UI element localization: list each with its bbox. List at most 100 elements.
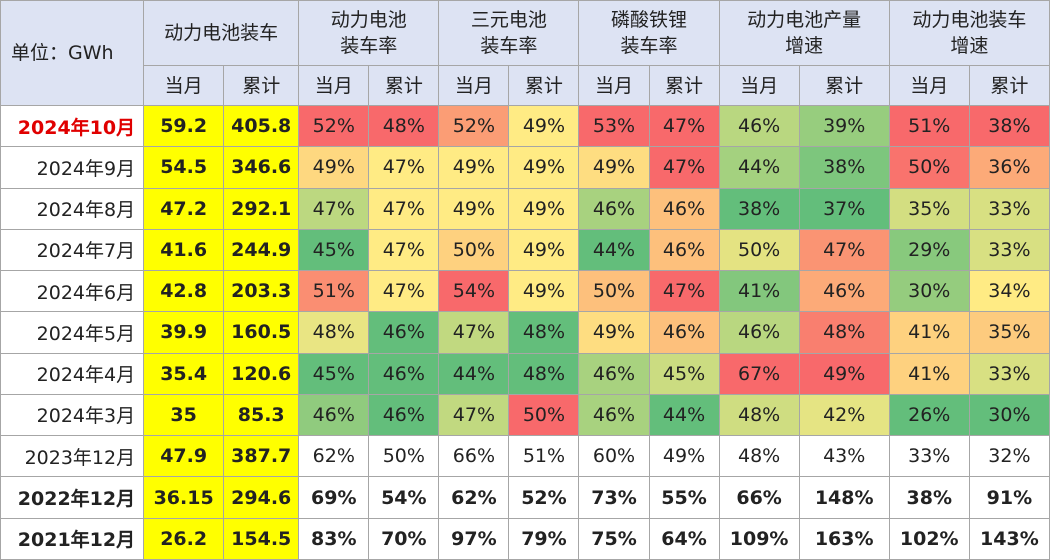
cell: 91% xyxy=(968,476,1050,519)
cell: 30% xyxy=(968,393,1050,437)
cell: 37% xyxy=(798,187,890,230)
cell: 203.3 xyxy=(223,270,300,313)
sub-header: 当月 xyxy=(888,65,970,106)
cell: 46% xyxy=(298,393,370,437)
cell: 48% xyxy=(718,435,800,478)
cell: 50% xyxy=(508,393,580,437)
cell: 33% xyxy=(968,187,1050,230)
cell: 47% xyxy=(438,311,510,354)
group-header: 动力电池装车 xyxy=(143,0,300,66)
cell: 49% xyxy=(508,228,580,272)
cell: 35 xyxy=(143,393,225,437)
cell: 44% xyxy=(578,228,650,272)
cell: 46% xyxy=(578,393,650,437)
cell: 102% xyxy=(888,517,970,560)
cell: 163% xyxy=(798,517,890,560)
table-row: 2024年9月 54.5 346.6 49% 47% 49% 49% 49% 47% 44% 38%… xyxy=(0,146,1050,189)
cell: 48% xyxy=(798,311,890,354)
table-row: 2024年7月 41.6 244.9 45% 47% 50% 49% 44% 46% 50% 47%… xyxy=(0,228,1050,272)
cell: 50% xyxy=(368,435,440,478)
cell: 51% xyxy=(888,104,970,148)
cell: 35% xyxy=(888,187,970,230)
group-header: 三元电池 装车率 xyxy=(438,0,580,66)
cell: 48% xyxy=(368,104,440,148)
cell: 49% xyxy=(508,270,580,313)
cell: 346.6 xyxy=(223,146,300,189)
cell: 46% xyxy=(578,352,650,395)
cell: 47% xyxy=(368,187,440,230)
row-label: 2024年3月 xyxy=(0,393,145,437)
row-label: 2024年6月 xyxy=(0,270,145,313)
row-label: 2024年7月 xyxy=(0,228,145,272)
cell: 79% xyxy=(508,517,580,560)
row-label: 2022年12月 xyxy=(0,476,145,519)
cell: 44% xyxy=(648,393,720,437)
cell: 66% xyxy=(718,476,800,519)
cell: 47.2 xyxy=(143,187,225,230)
cell: 48% xyxy=(508,352,580,395)
table-row: 2024年4月 35.4 120.6 45% 46% 44% 48% 46% 45% 67% 49%… xyxy=(0,352,1050,395)
table-row: 2021年12月 26.2 154.5 83% 70% 97% 79% 75% 64% 109% 1… xyxy=(0,517,1050,560)
row-label: 2024年5月 xyxy=(0,311,145,354)
cell: 46% xyxy=(368,393,440,437)
cell: 45% xyxy=(298,352,370,395)
row-label: 2024年10月 xyxy=(0,104,145,148)
cell: 54.5 xyxy=(143,146,225,189)
cell: 48% xyxy=(298,311,370,354)
group-header: 动力电池产量 增速 xyxy=(718,0,890,66)
cell: 50% xyxy=(888,146,970,189)
cell: 46% xyxy=(368,311,440,354)
cell: 69% xyxy=(298,476,370,519)
cell: 29% xyxy=(888,228,970,272)
sub-header: 累计 xyxy=(798,65,890,106)
sub-header: 当月 xyxy=(578,65,650,106)
cell: 46% xyxy=(798,270,890,313)
cell: 48% xyxy=(718,393,800,437)
row-label: 2024年9月 xyxy=(0,146,145,189)
cell: 52% xyxy=(298,104,370,148)
cell: 38% xyxy=(798,146,890,189)
cell: 47% xyxy=(368,270,440,313)
cell: 49% xyxy=(438,146,510,189)
sub-header: 累计 xyxy=(648,65,720,106)
cell: 39.9 xyxy=(143,311,225,354)
cell: 46% xyxy=(648,228,720,272)
cell: 26% xyxy=(888,393,970,437)
table-row: 2024年10月 59.2 405.8 52% 48% 52% 49% 53% 47% 46% 39… xyxy=(0,104,1050,148)
cell: 49% xyxy=(508,146,580,189)
row-label: 2023年12月 xyxy=(0,435,145,478)
cell: 60% xyxy=(578,435,650,478)
cell: 97% xyxy=(438,517,510,560)
sub-header: 累计 xyxy=(508,65,580,106)
cell: 46% xyxy=(578,187,650,230)
sub-header: 累计 xyxy=(968,65,1050,106)
cell: 49% xyxy=(578,311,650,354)
cell: 160.5 xyxy=(223,311,300,354)
cell: 62% xyxy=(438,476,510,519)
group-header: 动力电池装车 增速 xyxy=(888,0,1050,66)
cell: 244.9 xyxy=(223,228,300,272)
cell: 54% xyxy=(438,270,510,313)
sub-header: 当月 xyxy=(438,65,510,106)
cell: 405.8 xyxy=(223,104,300,148)
cell: 38% xyxy=(718,187,800,230)
cell: 54% xyxy=(368,476,440,519)
cell: 47% xyxy=(368,228,440,272)
cell: 47.9 xyxy=(143,435,225,478)
sub-header: 累计 xyxy=(368,65,440,106)
cell: 41% xyxy=(888,311,970,354)
cell: 41.6 xyxy=(143,228,225,272)
cell: 53% xyxy=(578,104,650,148)
cell: 34% xyxy=(968,270,1050,313)
cell: 47% xyxy=(368,146,440,189)
cell: 33% xyxy=(968,352,1050,395)
cell: 49% xyxy=(438,187,510,230)
cell: 33% xyxy=(888,435,970,478)
cell: 52% xyxy=(438,104,510,148)
cell: 49% xyxy=(298,146,370,189)
cell: 387.7 xyxy=(223,435,300,478)
cell: 85.3 xyxy=(223,393,300,437)
cell: 46% xyxy=(718,104,800,148)
